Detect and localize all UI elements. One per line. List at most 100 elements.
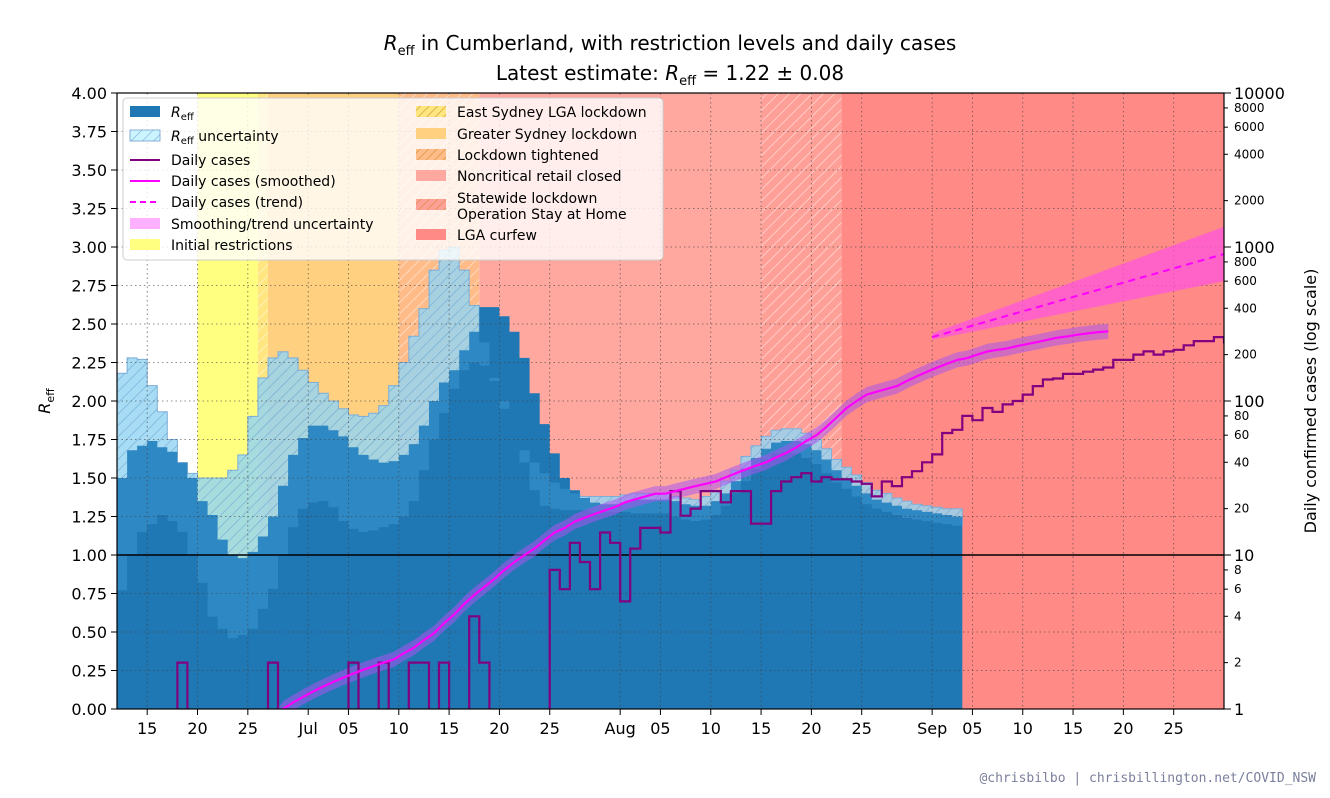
subtitle-value: = 1.22 ± 0.08: [696, 61, 844, 85]
y-axis-right: 1 10 100 1000 10000 2 4 6 8 20 40 60 80 200 400 600 800 2…: [1224, 84, 1285, 719]
legend-label-cases: Daily cases: [171, 153, 250, 169]
y-left-tick-label-12: 3.00: [71, 238, 107, 257]
x-tick-label-1: 20: [187, 719, 207, 738]
legend-label-statewide: Statewide lockdown: [457, 191, 597, 207]
y-right-major-label-1: 10: [1234, 546, 1254, 565]
title-sub: eff: [398, 44, 416, 59]
y-right-minor-label-11: 800: [1234, 255, 1257, 269]
y-right-minor-label-12: 2000: [1234, 194, 1265, 208]
legend-label-smooth_unc: Smoothing/trend uncertainty: [171, 217, 374, 233]
legend-label-curfew: LGA curfew: [457, 228, 537, 244]
legend-label-tightened: Lockdown tightened: [457, 148, 599, 164]
x-tick-label-2: 25: [238, 719, 258, 738]
y-left-tick-label-16: 4.00: [71, 84, 107, 103]
y-right-minor-label-0: 2: [1234, 656, 1242, 670]
x-tick-label-6: 15: [439, 719, 459, 738]
y-right-minor-label-15: 8000: [1234, 101, 1265, 115]
y-left-tick-label-7: 1.75: [71, 431, 107, 450]
title-rest: in Cumberland, with restriction levels a…: [415, 31, 957, 55]
y-right-minor-label-2: 6: [1234, 582, 1242, 596]
legend-swatch-hatch-east: [416, 106, 446, 117]
legend-item-tightened: Lockdown tightened: [416, 148, 599, 164]
y-left-tick-label-1: 0.25: [71, 662, 107, 681]
legend-label-reff_unc: Reff uncertainty: [171, 129, 279, 147]
y-right-minor-label-4: 20: [1234, 502, 1249, 516]
legend-swatch-hatch-statewide: [416, 199, 446, 210]
smoothed-cases-line: [281, 330, 1109, 709]
y-left-tick-label-9: 2.25: [71, 354, 107, 373]
legend-label-retail: Noncritical retail closed: [457, 169, 622, 185]
x-tick-label-13: 20: [801, 719, 821, 738]
x-tick-label-3: Jul: [298, 719, 318, 738]
x-tick-label-16: 05: [962, 719, 982, 738]
legend-swatch-greater: [416, 128, 446, 139]
legend-item-cases: Daily cases: [130, 153, 250, 169]
y-axis-left-label: Reff: [35, 388, 57, 414]
legend-box: [122, 97, 664, 261]
x-tick-label-17: 10: [1013, 719, 1033, 738]
legend-item-reff_unc: Reff uncertainty: [129, 129, 279, 147]
y-right-minor-label-9: 400: [1234, 301, 1257, 315]
legend-swatch-smooth-unc: [130, 218, 160, 229]
y-right-minor-label-7: 80: [1234, 409, 1249, 423]
y-left-tick-label-11: 2.75: [71, 277, 107, 296]
y-left-tick-label-0: 0.00: [71, 700, 107, 719]
chart-title: Reff in Cumberland, with restriction lev…: [384, 31, 957, 89]
legend-label-smoothed: Daily cases (smoothed): [171, 174, 336, 190]
y-right-minor-label-1: 4: [1234, 609, 1242, 623]
legend-label-greater: Greater Sydney lockdown: [457, 127, 637, 143]
y-right-minor-label-6: 60: [1234, 428, 1249, 442]
credit-text: @chrisbilbo | chrisbillington.net/COVID_…: [979, 771, 1316, 786]
y-right-minor-label-14: 6000: [1234, 120, 1265, 134]
y-right-major-label-0: 1: [1234, 700, 1244, 719]
y-left-tick-label-2: 0.50: [71, 623, 107, 642]
x-tick-label-19: 20: [1113, 719, 1133, 738]
legend-label-trend: Daily cases (trend): [171, 195, 303, 211]
x-tick-label-15: Sep: [917, 719, 947, 738]
y-right-minor-label-8: 200: [1234, 348, 1257, 362]
x-tick-label-4: 05: [338, 719, 358, 738]
legend-swatch-initial: [130, 239, 160, 250]
y-right-minor-label-13: 4000: [1234, 147, 1265, 161]
x-tick-label-10: 05: [650, 719, 670, 738]
trend-cases-line: [931, 253, 1224, 339]
y-right-minor-label-5: 40: [1234, 455, 1249, 469]
legend-swatch-hatch-tightened: [416, 149, 446, 160]
legend-label-initial: Initial restrictions: [171, 238, 293, 254]
x-tick-label-0: 15: [137, 719, 157, 738]
x-tick-label-20: 25: [1164, 719, 1184, 738]
x-tick-label-9: Aug: [605, 719, 636, 738]
x-axis: 15 20 25 Jul 05 10 15 20 25 Aug 05 10 15 20 25 Sep 05 10 1…: [137, 709, 1184, 738]
y-right-major-label-2: 100: [1234, 392, 1265, 411]
y-right-major-label-4: 10000: [1234, 84, 1285, 103]
y-right-minor-label-3: 8: [1234, 563, 1242, 577]
legend-label-reff: Reff: [171, 105, 195, 123]
legend-item-smoothed: Daily cases (smoothed): [130, 174, 336, 190]
y-right-major-label-3: 1000: [1234, 238, 1275, 257]
y-left-tick-label-5: 1.25: [71, 508, 107, 527]
x-tick-label-18: 15: [1063, 719, 1083, 738]
subtitle-r: R: [665, 61, 679, 85]
legend-item-smooth_unc: Smoothing/trend uncertainty: [130, 217, 374, 233]
x-tick-label-14: 25: [852, 719, 872, 738]
x-tick-label-11: 10: [701, 719, 721, 738]
legend-swatch-curfew: [416, 229, 446, 240]
x-tick-label-5: 10: [389, 719, 409, 738]
cases-layer: [176, 226, 1224, 709]
y-left-tick-label-8: 2.00: [71, 392, 107, 411]
trend-uncertainty-band: [932, 226, 1224, 340]
legend-item-trend: Daily cases (trend): [130, 195, 303, 211]
legend-item-reff: Reff: [130, 105, 195, 123]
legend-item-retail: Noncritical retail closed: [416, 169, 622, 185]
legend-item-initial: Initial restrictions: [130, 238, 293, 254]
legend: Reff Reff uncertainty Daily cases Daily cas…: [122, 97, 664, 261]
y-axis-left: 0.00 0.25 0.50 0.75 1.00 1.25 1.50 1.75 2.00 2.25…: [71, 84, 117, 719]
title-r: R: [384, 31, 398, 55]
reff-fill: [117, 307, 963, 709]
y-left-tick-label-10: 2.50: [71, 315, 107, 334]
y-left-tick-label-3: 0.75: [71, 585, 107, 604]
legend-swatch-retail: [416, 170, 446, 181]
y-left-tick-label-6: 1.50: [71, 469, 107, 488]
